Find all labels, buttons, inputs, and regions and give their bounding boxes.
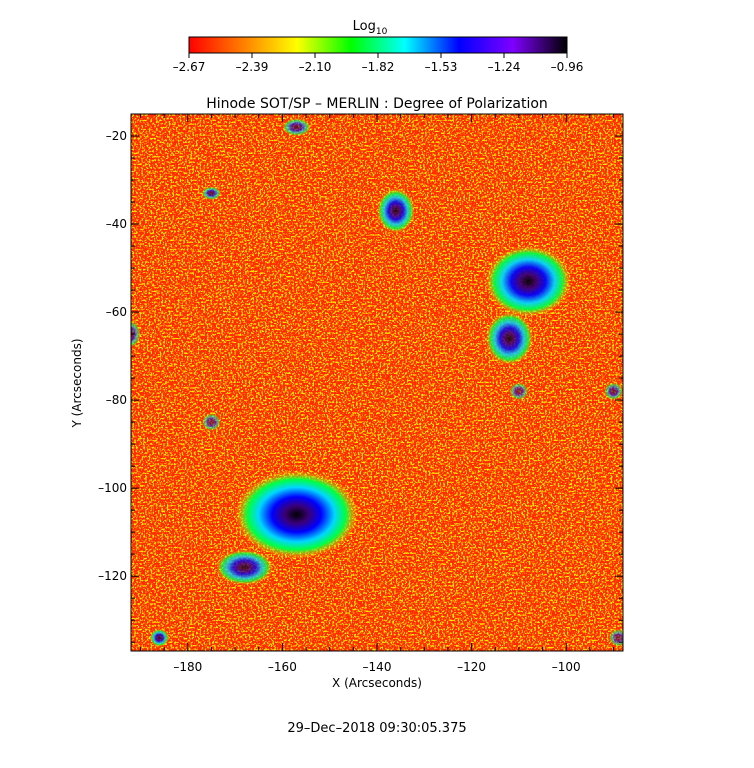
polarization-region xyxy=(608,628,623,647)
y-tick-label: –80 xyxy=(106,393,127,407)
colorbar-tick-label: –0.96 xyxy=(551,60,584,74)
colorbar-title-base: Log xyxy=(353,19,376,34)
polarization-region xyxy=(149,628,169,647)
polarization-region xyxy=(604,382,623,401)
y-tick-label: –20 xyxy=(106,129,127,143)
x-tick-label: –140 xyxy=(363,660,392,674)
colorbar-title: Log10 xyxy=(353,19,388,37)
y-axis: –20 –40 –60 –80 –100 –120 xyxy=(98,113,623,643)
polarization-region xyxy=(509,382,529,401)
polarization-region xyxy=(235,470,359,559)
y-tick-label: –100 xyxy=(98,481,127,495)
colorbar-tick-label: –1.82 xyxy=(362,60,395,74)
polarization-region xyxy=(201,413,221,431)
colorbar-tick-label: –2.67 xyxy=(173,60,206,74)
colorbar-title-subscript: 10 xyxy=(376,27,388,37)
polarization-region xyxy=(201,186,221,200)
polarization-region xyxy=(216,549,273,585)
chart-title: Hinode SOT/SP – MERLIN : Degree of Polar… xyxy=(206,96,548,112)
colorbar-tick-label: –2.10 xyxy=(299,60,332,74)
x-tick-label: –100 xyxy=(552,660,581,674)
heatmap-grain xyxy=(131,114,623,651)
colorbar-tick-label: –1.24 xyxy=(488,60,521,74)
polarization-region xyxy=(131,320,141,348)
polarization-region xyxy=(485,246,571,317)
colorbar xyxy=(188,36,568,54)
x-tick-label: –120 xyxy=(457,660,486,674)
y-tick-label: –40 xyxy=(106,217,127,231)
y-tick-label: –120 xyxy=(98,569,127,583)
polarization-region xyxy=(377,188,415,233)
x-axis: –180 –160 –140 –120 –100 xyxy=(139,114,615,674)
x-tick-label: –160 xyxy=(268,660,297,674)
colorbar-tick-label: –1.53 xyxy=(425,60,458,74)
colorbar-ticks: –2.67 –2.39 –2.10 –1.82 –1.53 –1.24 –0.96 xyxy=(173,53,584,74)
polarization-region xyxy=(485,312,534,365)
x-tick-label: –180 xyxy=(173,660,202,674)
y-axis-label: Y (Arcseconds) xyxy=(70,338,84,428)
y-tick-label: –60 xyxy=(106,305,127,319)
timestamp-footer: 29–Dec–2018 09:30:05.375 xyxy=(287,721,466,736)
colorbar-tick-label: –2.39 xyxy=(236,60,269,74)
polarization-regions xyxy=(131,118,623,647)
polarization-region xyxy=(282,118,311,137)
heatmap-image xyxy=(131,114,623,651)
x-axis-label: X (Arcseconds) xyxy=(332,676,422,690)
